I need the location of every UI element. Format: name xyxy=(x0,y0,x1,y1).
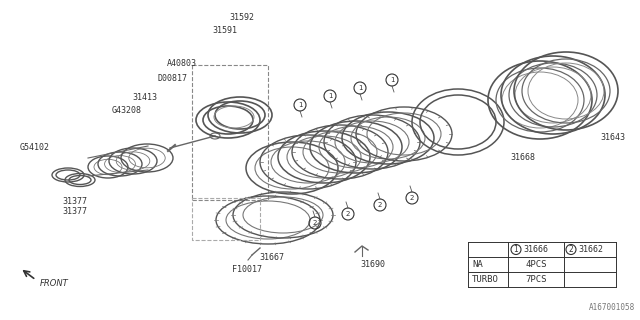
Text: 31666: 31666 xyxy=(523,245,548,254)
Text: 31690: 31690 xyxy=(360,260,385,269)
Text: 7PCS: 7PCS xyxy=(525,275,547,284)
Text: 31662: 31662 xyxy=(578,245,603,254)
Text: A40803: A40803 xyxy=(167,59,197,68)
Text: 31377: 31377 xyxy=(63,207,88,216)
Text: 31643: 31643 xyxy=(600,133,625,142)
Text: 2: 2 xyxy=(410,195,414,201)
Text: 2: 2 xyxy=(568,245,573,254)
Text: 1: 1 xyxy=(298,102,302,108)
Text: 1: 1 xyxy=(514,245,518,254)
Text: G43208: G43208 xyxy=(112,106,142,115)
Text: 2: 2 xyxy=(313,220,317,226)
Text: D00817: D00817 xyxy=(157,74,187,83)
Text: 31668: 31668 xyxy=(510,154,535,163)
Text: 2: 2 xyxy=(378,202,382,208)
Text: FRONT: FRONT xyxy=(40,278,68,287)
Text: 31592: 31592 xyxy=(230,13,255,22)
Text: G54102: G54102 xyxy=(20,143,50,153)
Text: 31377: 31377 xyxy=(63,197,88,206)
Text: F10017: F10017 xyxy=(232,265,262,274)
Text: 2: 2 xyxy=(346,211,350,217)
Text: A167001058: A167001058 xyxy=(589,303,635,312)
Text: TURBO: TURBO xyxy=(472,275,499,284)
Text: 1: 1 xyxy=(328,93,332,99)
Text: 4PCS: 4PCS xyxy=(525,260,547,269)
Text: 1: 1 xyxy=(358,85,362,91)
Text: 31591: 31591 xyxy=(212,26,237,35)
Text: NA: NA xyxy=(472,260,483,269)
Text: 1: 1 xyxy=(390,77,394,83)
Text: 31413: 31413 xyxy=(132,93,157,102)
Text: 31667: 31667 xyxy=(259,253,285,262)
